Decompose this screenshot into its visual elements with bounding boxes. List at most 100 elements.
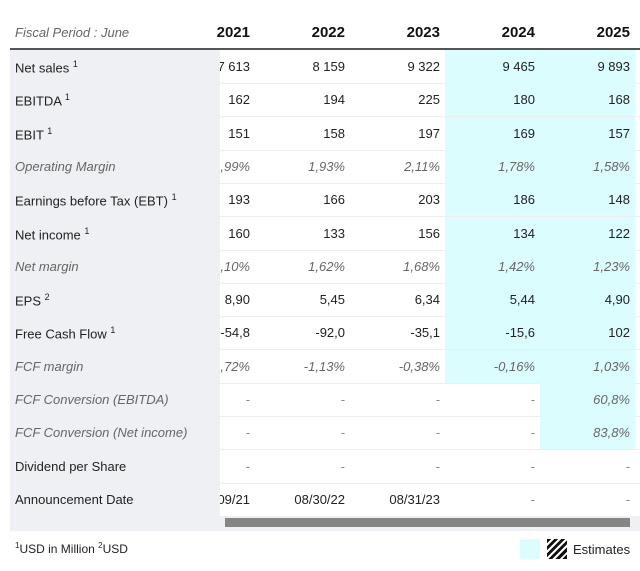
cell-2024: -0,16% [445,349,540,383]
row-label-text: Net income [15,226,81,242]
cell-2023: - [435,392,440,407]
row-label: Net margin [10,249,220,284]
cell-2023: 1,68% [403,258,440,274]
cell-2025: 122 [540,216,635,250]
cell-2023: 08/31/23 [389,491,440,507]
table-row: ),72% -1,13% -0,38% -0,16% 1,03% FCF margin [10,349,640,384]
year-header-2024: 2024 [501,24,535,41]
row-label: Dividend per Share [10,449,220,484]
horizontal-scrollbar-thumb[interactable] [225,518,630,527]
cell-2025: 157 [540,116,635,150]
row-label-text: FCF margin [15,358,84,374]
cell-2024: 186 [445,183,540,217]
footnote-marker: 2 [44,292,50,303]
cell-2022: 08/30/22 [294,491,345,507]
cell-2021: 160 [228,225,250,241]
cell-2021: - [245,425,250,441]
row-label: Earnings before Tax (EBT) 1 [10,183,220,218]
year-header-2021: 2021 [216,24,250,41]
hatch-pattern-icon [547,539,567,559]
cell-2022: 1,62% [308,258,345,274]
cell-2021: 09/21 [217,491,250,507]
footnote-2: USD [102,542,128,556]
legend-label: Estimates [573,542,631,557]
cell-2024: 5,44 [445,283,540,317]
cell-2021: 162 [228,92,250,108]
year-header-2025: 2025 [596,24,630,41]
cell-2025: 83,8% [540,416,635,450]
row-label-text: Earnings before Tax (EBT) [15,193,168,209]
cell-2022: 8 159 [312,59,345,74]
cell-2024: 1,78% [445,149,540,183]
estimate-color-swatch [520,539,540,559]
cell-2022: 158 [323,125,345,141]
footnote-marker: 1 [64,92,70,103]
cell-2022: 166 [323,192,345,208]
table-row: 193 166 203 186 148 Earnings before Tax (EBT)… [10,183,640,218]
row-label: Operating Margin [10,149,220,184]
table-row: - - - -83,8% FCF Conversion (Net income) [10,416,640,451]
year-header-2022: 2022 [311,24,345,41]
cell-2021: 193 [228,192,250,208]
cell-2024: - [530,458,535,474]
row-label: EPS 2 [10,283,220,318]
table-row: 7 613 8 159 9 322 9 465 9 893 Net sales 1 [10,50,640,84]
cell-2024: - [530,491,535,507]
row-label-text: Free Cash Flow [15,326,107,342]
cell-2024: 134 [445,216,540,250]
cell-2024: -15,6 [445,316,540,350]
cell-2023: 2,11% [404,158,440,174]
cell-2025: 1,03% [540,349,635,383]
row-label: Free Cash Flow 1 [10,316,220,351]
cell-2022: -1,13% [303,358,345,374]
row-label: EBIT 1 [10,116,220,151]
cell-2021: ,99% [220,158,250,174]
cell-2023: 9 322 [407,59,440,74]
cell-2023: 225 [418,92,440,108]
cell-2021: - [245,392,250,407]
row-label-text: FCF Conversion (EBITDA) [15,392,169,407]
cell-2021: 151 [228,125,250,141]
cell-2023: 6,34 [414,292,440,308]
cell-2022: - [340,392,345,407]
cell-2024: - [530,392,535,407]
row-label-text: Announcement Date [15,491,134,507]
cell-2024: 180 [445,83,540,117]
row-label-text: FCF Conversion (Net income) [15,425,188,441]
cell-2022: 194 [323,92,345,108]
footnote-marker: 1 [110,325,116,336]
fiscal-period-label: Fiscal Period : June [15,25,130,40]
row-label: Announcement Date [10,482,220,517]
footnote-marker: 1 [171,192,177,203]
cell-2021: -54,8 [220,325,250,341]
row-label: FCF margin [10,349,220,384]
row-label-text: Net margin [15,258,79,274]
footnote-1: USD in Million [19,542,95,556]
table-row: 8,90 5,45 6,34 5,44 4,90 EPS 2 [10,283,640,318]
row-label: EBITDA 1 [10,83,220,118]
cell-2023: 203 [418,192,440,208]
cell-2024: - [530,425,535,441]
cell-2024: 9 465 [445,50,540,83]
cell-2023: -35,1 [410,325,440,341]
table-row: - - - - - Dividend per Share [10,449,640,484]
year-header-2023: 2023 [406,24,440,41]
row-label: Net sales 1 [10,50,220,84]
cell-2025: 9 893 [540,50,635,83]
cell-2021: 7 613 [217,59,250,74]
table-row: 162 194 225 180 168 EBITDA 1 [10,83,640,118]
table-header: Fiscal Period : June 2021 2022 2023 2024 202… [10,15,640,50]
footnote-marker: 1 [15,541,20,550]
cell-2025: 102 [540,316,635,350]
row-label-text: EBITDA [15,93,62,109]
footnotes: 1USD in Million 2USD [15,541,128,556]
cell-2025: 148 [540,183,635,217]
cell-2021: 8,90 [224,292,250,308]
cell-2025: 1,58% [540,149,635,183]
footnote-marker: 1 [84,225,90,236]
table-row: ,99% 1,93% 2,11% 1,78% 1,58% Operating Margin [10,149,640,184]
cell-2022: 133 [323,225,345,241]
cell-2025: 60,8% [540,383,635,416]
row-label-text: EBIT [15,126,44,142]
row-label-text: Operating Margin [15,158,116,174]
